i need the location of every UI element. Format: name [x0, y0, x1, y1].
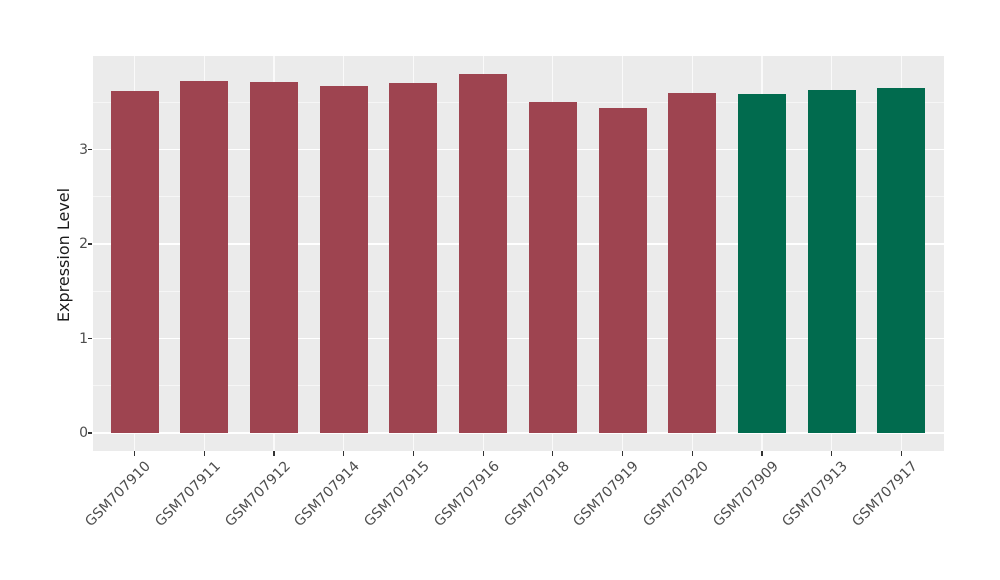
x-tick-label-GSM707918: GSM707918 [500, 458, 573, 530]
bar-GSM707913 [807, 89, 856, 433]
gridline-major-y0 [93, 432, 944, 434]
x-tick-mark-GSM707915 [412, 451, 414, 456]
y-tick-mark-0 [88, 432, 92, 434]
x-tick-label-GSM707920: GSM707920 [640, 458, 712, 530]
y-tick-label-2: 2 [79, 236, 88, 252]
x-tick-label-GSM707913: GSM707913 [779, 458, 852, 530]
gridline-major-y2 [93, 243, 944, 245]
bar-GSM707912 [249, 82, 298, 433]
bar-GSM707917 [877, 88, 926, 433]
bar-GSM707914 [319, 86, 368, 433]
gridline-minor-y0.5 [93, 385, 944, 387]
gridline-major-y1 [93, 337, 944, 340]
x-tick-mark-GSM707909 [761, 451, 763, 456]
y-tick-label-1: 1 [79, 330, 88, 347]
x-tick-mark-GSM707910 [133, 451, 136, 456]
gridline-minor-y3.5 [93, 101, 944, 103]
y-tick-mark-1 [88, 337, 92, 340]
x-tick-mark-GSM707918 [552, 451, 554, 456]
bar-GSM707916 [459, 73, 508, 433]
x-tick-label-GSM707910: GSM707910 [82, 458, 155, 530]
bar-GSM707918 [528, 102, 577, 433]
bar-GSM707920 [668, 92, 717, 433]
x-tick-mark-GSM707917 [900, 451, 902, 456]
y-tick-mark-3 [88, 148, 92, 151]
x-tick-label-GSM707916: GSM707916 [431, 458, 503, 530]
x-tick-mark-GSM707920 [691, 451, 693, 456]
x-tick-label-GSM707912: GSM707912 [221, 458, 294, 530]
x-tick-mark-GSM707919 [621, 451, 624, 456]
gridline-minor-y2.5 [93, 196, 944, 198]
x-tick-mark-GSM707913 [831, 451, 833, 456]
x-tick-label-GSM707915: GSM707915 [361, 458, 433, 530]
bar-GSM707919 [598, 107, 647, 433]
y-tick-label-0: 0 [79, 425, 88, 441]
x-tick-label-GSM707911: GSM707911 [152, 458, 224, 530]
x-tick-label-GSM707909: GSM707909 [709, 458, 782, 530]
x-tick-mark-GSM707914 [343, 451, 345, 456]
plot-panel [93, 56, 944, 451]
x-tick-label-GSM707919: GSM707919 [570, 458, 643, 530]
gridline-minor-y1.5 [93, 290, 944, 292]
x-tick-mark-GSM707911 [203, 451, 205, 456]
bar-GSM707911 [180, 80, 229, 433]
bar-GSM707915 [389, 83, 438, 433]
gridline-major-y3 [93, 148, 944, 151]
x-tick-mark-GSM707916 [482, 451, 484, 456]
y-tick-label-3: 3 [79, 141, 88, 158]
y-axis-title: Expression Level [54, 187, 73, 323]
bar-GSM707910 [110, 90, 159, 433]
x-tick-mark-GSM707912 [273, 451, 275, 456]
y-tick-mark-2 [88, 243, 92, 245]
x-tick-label-GSM707914: GSM707914 [291, 458, 364, 530]
x-tick-label-GSM707917: GSM707917 [849, 458, 922, 530]
bar-GSM707909 [737, 93, 786, 433]
